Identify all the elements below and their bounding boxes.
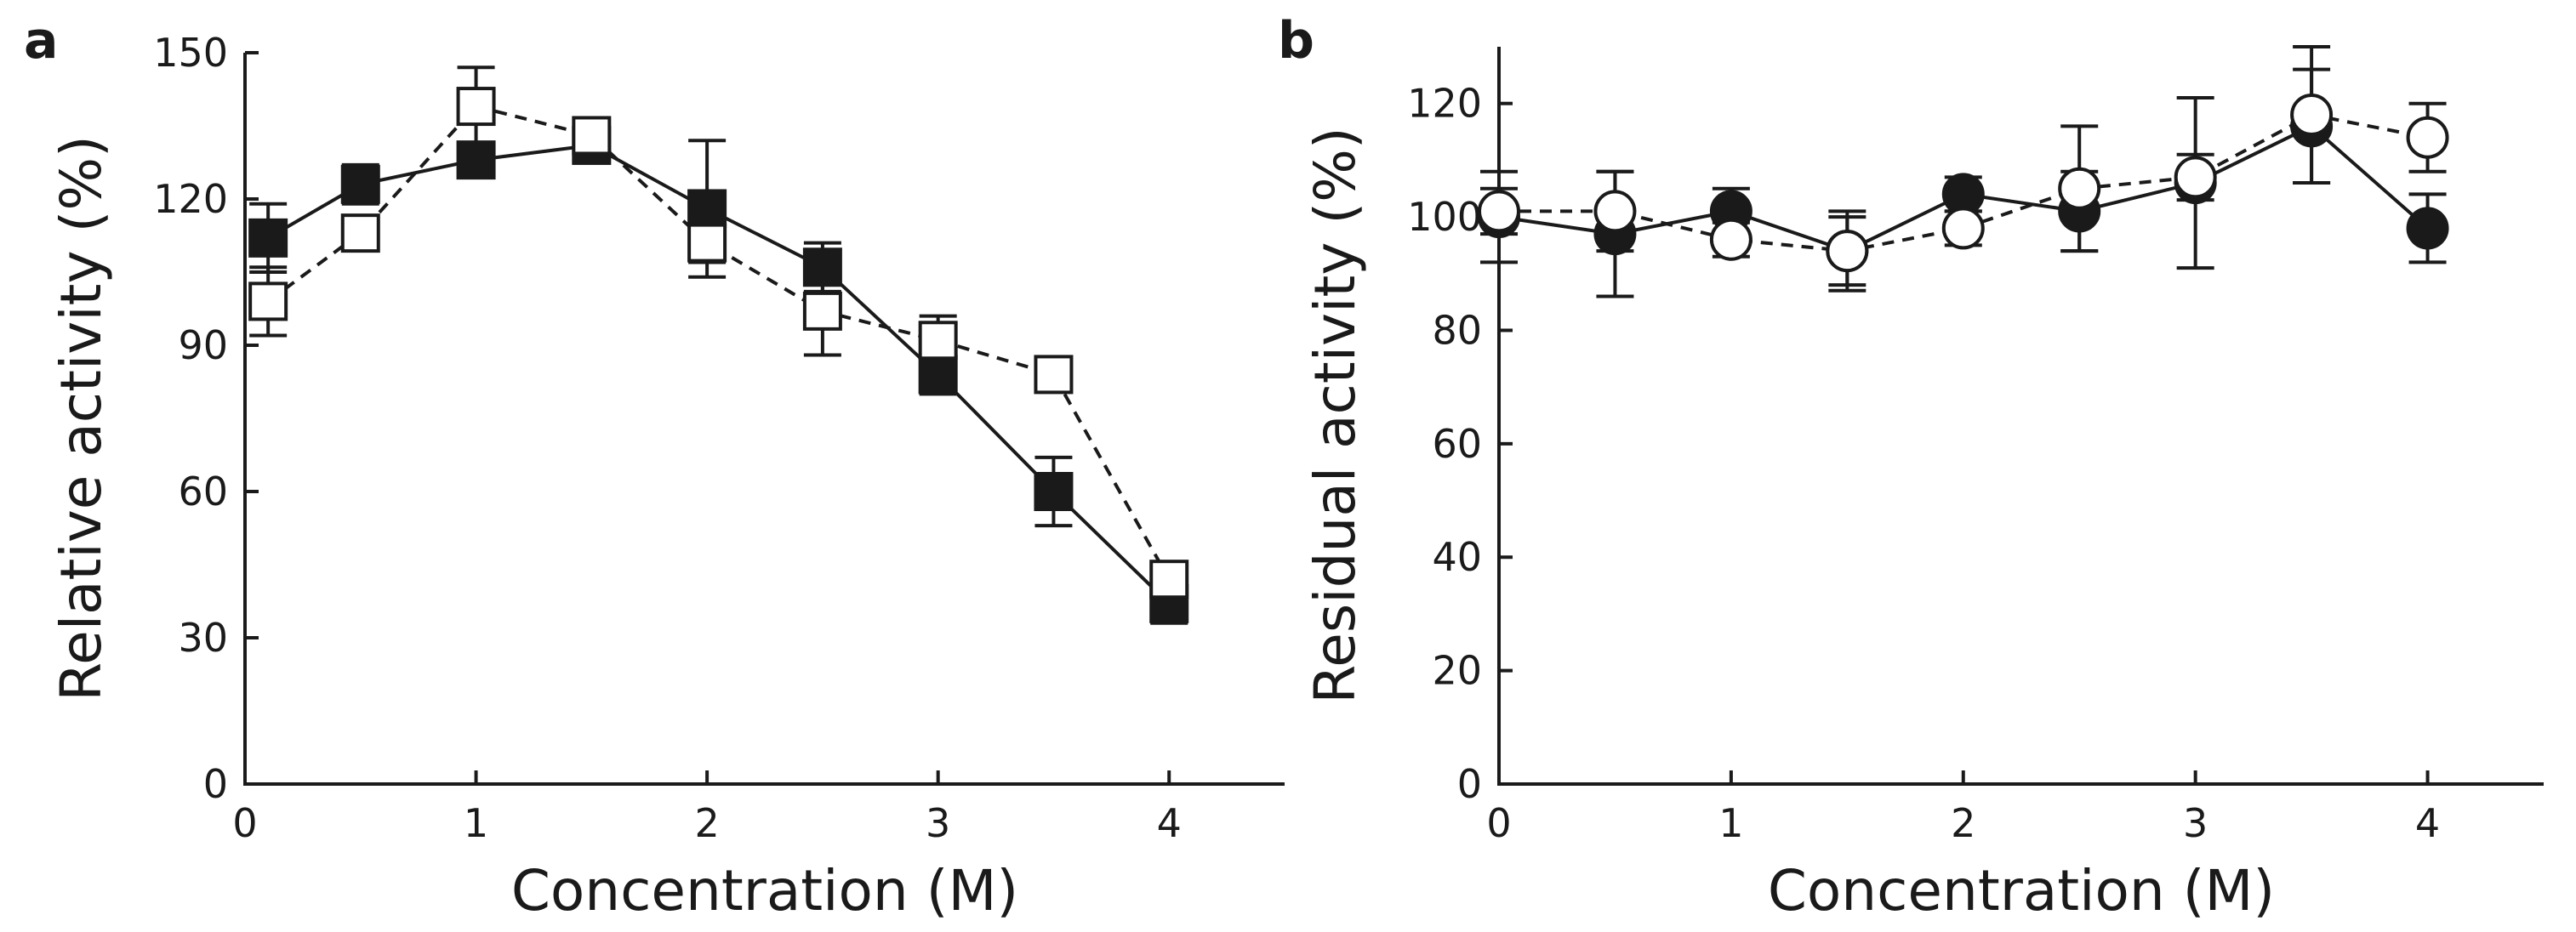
panel-a-y-tick-label: 0 [203,761,228,807]
panel-b-letter: b [1278,11,1314,71]
panel-a-series-1-point [572,116,612,156]
panel-a-series-1-point [456,87,496,127]
panel-a-series-0-point [456,140,496,180]
panel-a-x-tick-label: 4 [1157,800,1182,846]
panel-b-series-1-point [2290,94,2334,137]
panel-a-y-tick-label: 30 [178,615,228,661]
panel-b-series-1-point [1709,218,1752,261]
panel-a-series-1-line [266,104,1171,581]
panel-b-series-1-point [2058,167,2101,210]
panel-b-series-1-point [2174,156,2217,199]
panel-a-series-1-point [248,281,288,321]
panel-b-x-tick-label: 4 [2415,800,2440,846]
panel-a-letter: a [24,11,59,71]
panel-b-x-tick-label: 2 [1951,800,1975,846]
panel-b-series-1-point [1593,190,1637,233]
panel-a-series-0-point [1034,472,1074,511]
panel-b: b Concentration (M) Residual activity (%… [1278,11,2544,923]
panel-a-series-0-point [248,218,288,258]
panel-a-series-1-point [1034,355,1074,395]
panel-b-y-tick-label: 60 [1432,421,1482,467]
panel-b-x-tick-label: 3 [2183,800,2208,846]
panel-b-series-1-point [1826,230,1869,273]
panel-b-x-tick-label: 0 [1486,800,1511,846]
panel-b-series-1-point [2406,116,2449,159]
panel-a-series-0-point [687,189,727,229]
panel-b-series-1-point [1478,190,1520,233]
panel-b-y-tick-label: 40 [1432,534,1482,580]
panel-b-series-1-point [1941,207,1985,250]
panel-b-series-0-point [2406,207,2449,250]
panel-a-y-axis-label: Relative activity (%) [48,135,114,702]
panel-a-series-0-point [918,355,958,395]
panel-a-series-1-point [802,291,842,331]
panel-b-x-axis-label: Concentration (M) [1768,858,2275,923]
panel-a-x-tick-label: 2 [694,800,719,846]
panel-a-x-axis-label: Concentration (M) [511,858,1018,923]
panel-a-x-tick-label: 0 [232,800,257,846]
panel-b-y-tick-label: 120 [1407,81,1482,127]
panel-a-series-0-point [340,164,380,204]
panel-a-x-tick-label: 3 [926,800,950,846]
panel-a-x-tick-label: 1 [464,800,488,846]
panel-b-y-axis-label: Residual activity (%) [1302,127,1368,703]
panel-a-y-tick-label: 60 [178,469,228,514]
panel-a-y-tick-label: 120 [153,176,228,222]
panel-b-y-tick-label: 0 [1457,761,1482,807]
panel-a-series-1-point [340,213,380,253]
panel-b-y-tick-label: 100 [1407,194,1482,240]
panel-b-y-tick-label: 80 [1432,307,1482,353]
panel-a-y-tick-label: 150 [153,30,228,76]
panel-a-y-tick-label: 90 [178,322,228,368]
panel-a-series-1-point [687,223,727,263]
panel-a-series-1-point [918,321,958,361]
panel-b-x-tick-label: 1 [1718,800,1743,846]
panel-a: a Concentration (M) Relative activity (%… [24,11,1285,923]
panel-a-series-1-point [1149,560,1189,600]
panel-b-y-tick-label: 20 [1432,648,1482,694]
panel-a-series-0-point [802,247,842,287]
